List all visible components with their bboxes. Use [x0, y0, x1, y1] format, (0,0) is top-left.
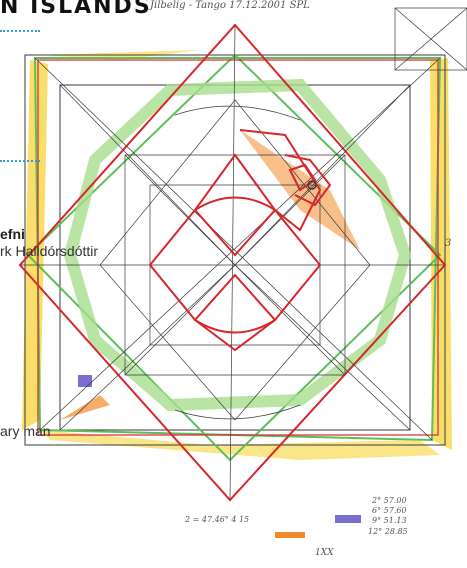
yellow-band-left — [22, 60, 48, 430]
caption-description: ary man — [0, 423, 51, 439]
dotted-divider-middle — [0, 160, 40, 162]
orange-fan-left — [60, 395, 110, 420]
purple-mark-bottom — [335, 515, 361, 523]
page-title: N ISLANDS — [0, 0, 152, 19]
red-square — [37, 59, 439, 436]
green-diamond — [26, 53, 442, 462]
dotted-divider-top — [0, 30, 40, 32]
caption-name: efni — [0, 226, 25, 242]
purple-mark-left — [78, 375, 92, 387]
legend-b: 6° 57.60 — [372, 506, 407, 515]
caption-author: rk Halldórsdóttir — [0, 243, 99, 259]
bottom-mark: 1XX — [315, 548, 334, 558]
legend-c: 9° 51.13 — [372, 516, 407, 525]
annotation-bottom-center: 2 = 47.46° 4 15 — [185, 515, 250, 524]
legend-d: 12° 28.85 — [368, 527, 408, 536]
handwritten-note: Jilbelig - Tango 17.12.2001 SPL — [150, 0, 310, 11]
pencil-guides — [20, 7, 467, 501]
legend-a: 2° 57.00 — [372, 496, 407, 505]
focal-circle — [307, 180, 317, 190]
green-ring — [63, 78, 412, 412]
right-mark: 3 — [445, 238, 452, 249]
yellow-band-right — [430, 58, 452, 450]
orange-mark-bottom — [275, 532, 305, 538]
red-star — [149, 129, 332, 352]
